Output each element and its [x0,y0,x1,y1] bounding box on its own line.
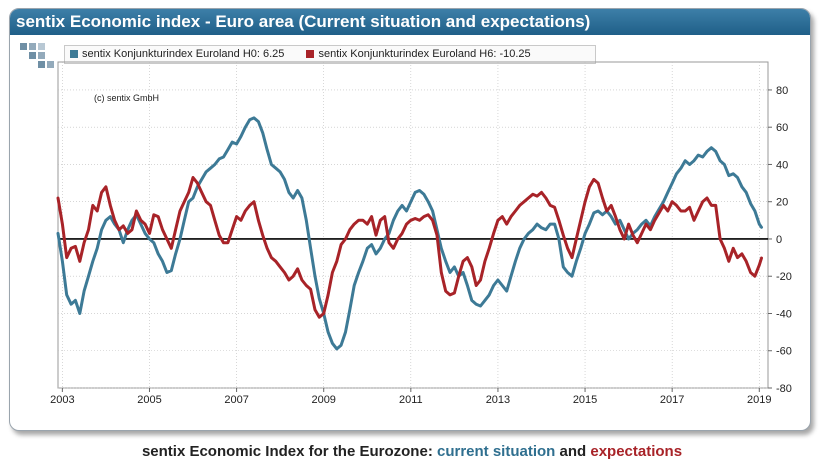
legend-swatch-current [70,50,78,59]
x-tick-label: 2017 [660,394,684,406]
caption-current: current situation [436,443,556,460]
x-tick-label: 2003 [50,394,74,406]
legend-item-current: sentix Konjunkturindex Euroland H0: 6.25 [65,46,284,63]
caption-and: and [559,443,587,460]
legend-label-expectations: sentix Konjunkturindex Euroland H6: -10.… [318,48,531,60]
series-line-current [56,116,763,351]
caption-prefix: sentix Economic Index for the Eurozone: [141,443,433,460]
legend-label-current: sentix Konjunkturindex Euroland H0: 6.25 [82,48,285,60]
chart-caption: sentix Economic Index for the Eurozone: … [0,443,824,460]
y-tick-label: -20 [776,271,792,283]
x-tick-label: 2005 [137,394,161,406]
chart-legend: sentix Konjunkturindex Euroland H0: 6.25… [64,45,596,64]
chart-title: sentix Economic index - Euro area (Curre… [10,9,810,35]
x-tick-label: 2015 [573,394,597,406]
caption-expectations: expectations [590,443,683,460]
legend-swatch-expectations [306,50,315,59]
y-tick-label: 0 [776,234,782,246]
x-tick-label: 2019 [747,394,771,406]
legend-item-expectations: sentix Konjunkturindex Euroland H6: -10.… [301,46,531,63]
y-tick-label: 40 [776,159,788,171]
y-tick-label: -40 [776,308,792,320]
y-tick-label: -60 [776,346,792,358]
x-tick-label: 2009 [311,394,335,406]
plot-area [57,61,769,389]
y-tick-label: 80 [776,85,788,97]
x-tick-label: 2013 [486,394,510,406]
y-tick-label: -80 [776,383,792,395]
x-tick-label: 2007 [224,394,248,406]
chart-frame: sentix Economic index - Euro area (Curre… [9,8,811,431]
series-line-expectations [56,176,763,319]
y-tick-label: 60 [776,122,788,134]
sentix-logo-icon [20,43,54,73]
y-tick-label: 20 [776,197,788,209]
x-tick-label: 2011 [399,394,423,406]
copyright-note: (c) sentix GmbH [94,93,160,103]
